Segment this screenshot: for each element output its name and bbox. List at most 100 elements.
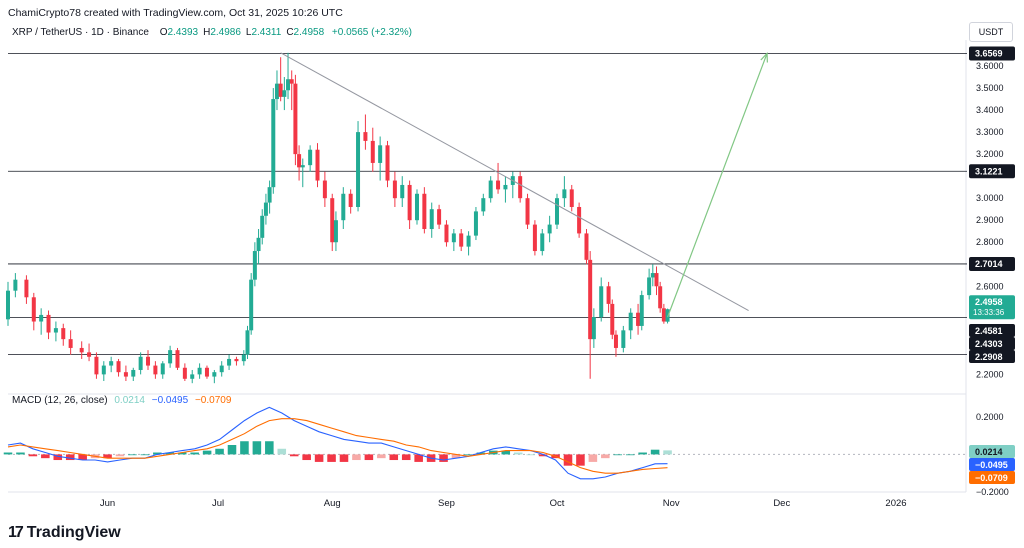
candle-body — [606, 286, 611, 304]
macd-signal-line — [7, 418, 668, 474]
candle-body — [547, 224, 552, 234]
candle-body — [68, 339, 73, 348]
price-tick-label: 3.3000 — [976, 127, 1004, 137]
target-arrow — [666, 53, 768, 318]
macd-histogram-bar — [377, 454, 386, 459]
candle-body — [466, 235, 471, 247]
candle-body — [31, 297, 36, 322]
candle-body — [256, 237, 261, 252]
candle-body — [407, 184, 412, 221]
candle-body — [293, 83, 298, 155]
ohlc-key: C — [286, 27, 294, 38]
candle-body — [263, 202, 268, 216]
macd-value-label: 0.0214 — [975, 447, 1003, 457]
time-tick-label: Dec — [773, 498, 790, 509]
candle-body — [562, 189, 567, 199]
macd-histogram-bar — [65, 454, 75, 461]
ohlc-values: O2.4393 H2.4986 L2.4311 C2.4958 — [160, 27, 329, 38]
candle-body — [212, 372, 217, 377]
candle-body — [348, 193, 353, 207]
macd-histogram-bar — [3, 452, 13, 455]
candle-body — [518, 176, 523, 199]
macd-histogram-bar — [240, 441, 249, 455]
macd-histogram-bar — [289, 454, 299, 457]
candle-body — [577, 206, 582, 234]
tradingview-brand[interactable]: 17 TradingView — [8, 524, 121, 542]
macd-histogram-bar — [103, 454, 112, 459]
level-price-label: 2.4303 — [975, 339, 1003, 349]
currency-button[interactable]: USDT — [969, 22, 1013, 42]
candle-body — [6, 290, 10, 320]
candle-body — [437, 209, 442, 225]
candle-body — [540, 233, 545, 252]
candle-body — [584, 233, 589, 260]
candle-body — [363, 132, 368, 141]
candle-body — [190, 374, 195, 379]
price-tick-label: 2.6000 — [976, 281, 1004, 291]
candle-body — [160, 363, 165, 375]
macd-histogram-bar — [451, 454, 461, 459]
candle-body — [613, 334, 618, 348]
macd-histogram-bar — [202, 450, 212, 455]
candle-body — [488, 180, 493, 199]
macd-value-label: −0.0709 — [975, 473, 1008, 483]
macd-histogram-bar — [476, 452, 486, 455]
candle-body — [252, 251, 257, 280]
candle-body — [39, 314, 44, 322]
candle-body — [234, 358, 239, 362]
ohlc-value: 2.4986 — [210, 27, 241, 38]
candle-body — [308, 149, 313, 166]
chart-frame — [8, 40, 967, 493]
macd-tick-label: −0.2000 — [976, 487, 1009, 497]
macd-histogram-bar — [563, 454, 573, 466]
macd-value-tag — [969, 458, 1015, 471]
last-price-label: 2.4958 — [975, 297, 1003, 307]
candle-body — [429, 209, 434, 230]
time-axis: Jun Jul Aug Sep Oct Nov Dec 2026 — [100, 498, 907, 509]
price-tick-label: 3.4000 — [976, 105, 1004, 115]
candle-body — [330, 198, 335, 243]
price-tick-label: 2.9000 — [976, 215, 1004, 225]
macd-histogram-bar — [128, 454, 137, 456]
macd-histogram-bar — [663, 450, 672, 455]
price-change: +0.0565 (+2.32%) — [331, 27, 412, 38]
level-price-tag — [969, 350, 1015, 363]
candle-body — [204, 367, 209, 377]
macd-legend: MACD (12, 26, close) 0.0214 −0.0495 −0.0… — [12, 395, 231, 406]
candle-body — [481, 198, 486, 212]
candle-body — [46, 314, 51, 333]
candle-body — [94, 356, 99, 375]
level-price-label: 2.7014 — [975, 259, 1003, 269]
candle-body — [315, 149, 320, 181]
macd-value-label: −0.0495 — [975, 460, 1008, 470]
ohlc-key: H — [203, 27, 211, 38]
symbol-title[interactable]: XRP / TetherUS · 1D · Binance — [12, 27, 149, 38]
candle-body — [555, 198, 560, 225]
macd-histogram-bar — [140, 454, 150, 456]
price-axis: 3.6000 3.5000 3.4000 3.3000 3.2000 3.0000 2.90… — [969, 46, 1015, 497]
macd-histogram-bar — [314, 454, 324, 462]
price-tick-label: 2.2000 — [976, 369, 1004, 379]
candle-body — [241, 354, 246, 362]
macd-histogram-bar — [538, 454, 548, 457]
macd-histogram-bar — [177, 452, 187, 455]
candle-body — [569, 189, 574, 207]
candle-body — [53, 328, 58, 333]
macd-histogram-bar — [650, 449, 660, 455]
candle-body — [289, 79, 294, 84]
candle-body — [658, 286, 663, 309]
candle-body — [123, 372, 128, 377]
candle-body — [322, 180, 327, 199]
macd-histogram-bar — [439, 454, 448, 462]
candle-body — [650, 273, 655, 278]
candle-body — [24, 279, 29, 298]
candle-body — [286, 79, 291, 91]
macd-histogram-bar — [227, 445, 237, 455]
candle-body — [621, 330, 626, 348]
tradingview-logo-icon: 17 — [8, 524, 24, 541]
macd-title[interactable]: MACD (12, 26, close) — [12, 395, 108, 406]
candle-body — [639, 295, 644, 326]
ohlc-key: O — [159, 27, 168, 38]
candle-body — [300, 165, 305, 168]
